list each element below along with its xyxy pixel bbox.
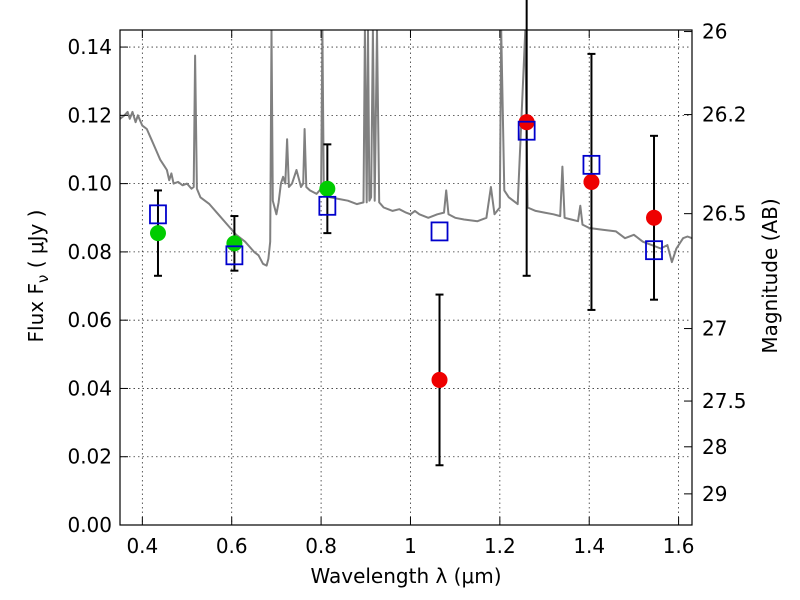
y-tick-label: 0.06 bbox=[67, 308, 112, 332]
observed-point bbox=[583, 173, 600, 190]
model-point bbox=[582, 154, 601, 175]
x-tick-label: 1.6 bbox=[663, 534, 695, 558]
ticks bbox=[120, 30, 692, 526]
model-photometry-points bbox=[149, 120, 663, 266]
y2-tick-label: 28 bbox=[702, 435, 727, 459]
model-point bbox=[318, 195, 337, 216]
y-tick-label: 0.02 bbox=[67, 445, 112, 469]
x-tick-label: 1.4 bbox=[573, 534, 605, 558]
y-tick-labels: 0.00 0.02 0.04 0.06 0.08 0.10 0.12 0.14 bbox=[67, 35, 112, 537]
y-axis-title: Flux Fν ( μJy ) bbox=[24, 210, 52, 343]
observed-point bbox=[149, 225, 166, 242]
model-point bbox=[430, 221, 449, 242]
y2-tick-label: 26 bbox=[702, 20, 727, 44]
observed-point bbox=[431, 371, 448, 388]
y2-tick-labels: 26 26.2 26.5 27 27.5 28 29 bbox=[702, 20, 747, 506]
x-tick-labels: 0.4 0.6 0.8 1 1.2 1.4 1.6 bbox=[126, 534, 694, 558]
model-point bbox=[149, 204, 167, 225]
model-point bbox=[517, 120, 536, 141]
y2-axis-title: Magnitude (AB) bbox=[758, 198, 782, 353]
spectrum-layer bbox=[120, 30, 692, 267]
model-point bbox=[225, 245, 244, 266]
y2-tick-label: 26.2 bbox=[702, 103, 747, 127]
y-tick-label: 0.00 bbox=[67, 513, 112, 537]
x-tick-label: 1.2 bbox=[484, 534, 516, 558]
observed-points bbox=[149, 114, 663, 388]
model-spectrum-line bbox=[120, 30, 692, 267]
model-point bbox=[645, 240, 663, 261]
errorbar-layer bbox=[153, 0, 659, 467]
y-tick-label: 0.14 bbox=[67, 35, 112, 59]
grid bbox=[120, 30, 692, 526]
y-tick-label: 0.04 bbox=[67, 376, 112, 400]
y2-tick-label: 29 bbox=[702, 482, 727, 506]
x-tick-label: 1 bbox=[404, 534, 417, 558]
observed-point bbox=[319, 180, 336, 197]
x-tick-label: 0.6 bbox=[216, 534, 248, 558]
observed-point bbox=[226, 235, 243, 252]
y-tick-label: 0.12 bbox=[67, 103, 112, 127]
observed-point bbox=[646, 209, 663, 226]
y-tick-label: 0.10 bbox=[67, 172, 112, 196]
x-tick-label: 0.4 bbox=[126, 534, 158, 558]
y2-tick-label: 26.5 bbox=[702, 202, 747, 226]
plot-frame bbox=[119, 29, 693, 526]
y2-tick-label: 27 bbox=[702, 317, 727, 341]
x-tick-label: 0.8 bbox=[305, 534, 337, 558]
x-axis-title: Wavelength λ (μm) bbox=[310, 564, 501, 588]
y-tick-label: 0.08 bbox=[67, 240, 112, 264]
y2-tick-label: 27.5 bbox=[702, 389, 747, 413]
